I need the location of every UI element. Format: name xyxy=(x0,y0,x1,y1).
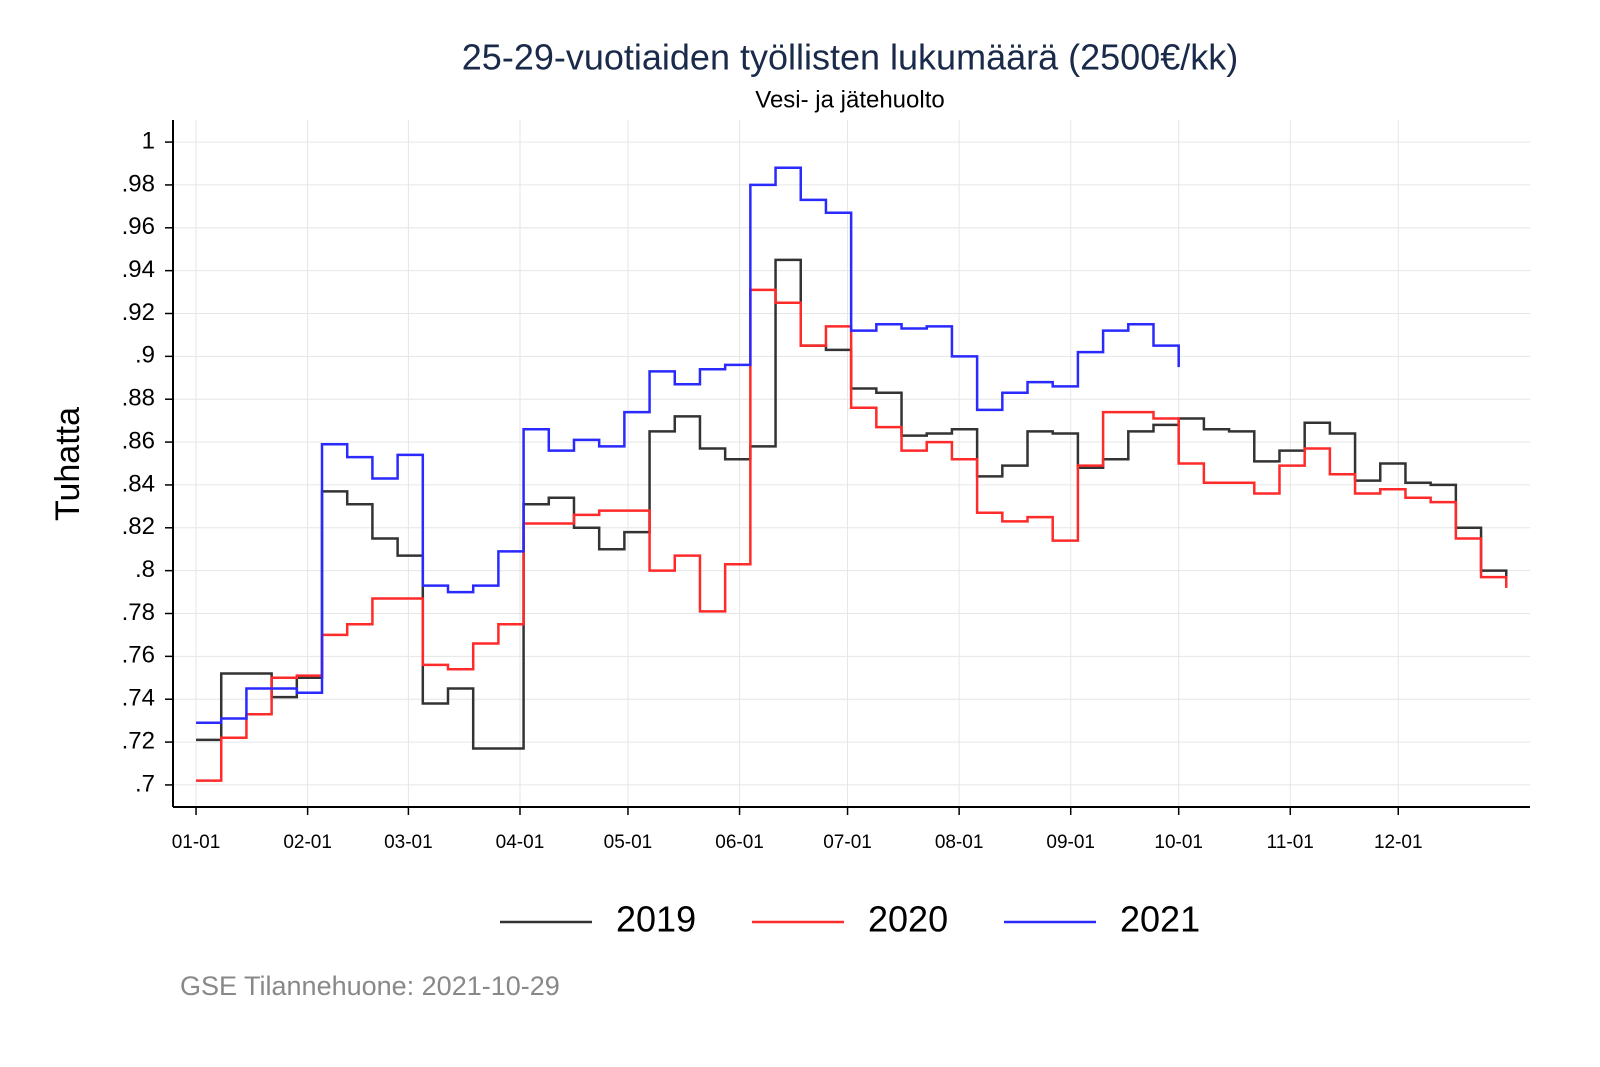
y-tick-label: .88 xyxy=(122,385,155,412)
x-tick-label: 03-01 xyxy=(384,832,433,853)
y-tick-label: .82 xyxy=(122,513,155,540)
x-tick-label: 08-01 xyxy=(935,832,984,853)
chart-subtitle: Vesi- ja jätehuolto xyxy=(755,86,944,113)
x-tick-label: 01-01 xyxy=(172,832,221,853)
series-line xyxy=(196,166,1180,725)
series-line xyxy=(196,288,1508,782)
x-tick-label: 07-01 xyxy=(823,832,872,853)
legend-label: 2019 xyxy=(616,899,696,940)
x-tick-label: 10-01 xyxy=(1154,832,1203,853)
y-axis-label: Tuhatta xyxy=(49,407,87,521)
y-tick-label: .78 xyxy=(122,599,155,626)
y-tick-label: .86 xyxy=(122,427,155,454)
y-tick-label: .74 xyxy=(122,685,155,712)
y-tick-label: .76 xyxy=(122,642,155,669)
chart-title: 25-29-vuotiaiden työllisten lukumäärä (2… xyxy=(462,37,1238,78)
y-tick-label: .98 xyxy=(122,170,155,197)
y-tick-label: .7 xyxy=(135,770,155,797)
y-tick-label: .9 xyxy=(135,342,155,369)
legend-label: 2020 xyxy=(868,899,948,940)
y-tick-label: .72 xyxy=(122,727,155,754)
x-tick-label: 05-01 xyxy=(604,832,653,853)
y-tick-label: .94 xyxy=(122,256,155,283)
y-tick-label: .84 xyxy=(122,470,155,497)
x-tick-label: 02-01 xyxy=(283,832,332,853)
y-tick-label: .92 xyxy=(122,299,155,326)
caption: GSE Tilannehuone: 2021-10-29 xyxy=(180,971,560,1001)
x-tick-label: 12-01 xyxy=(1374,832,1423,853)
y-tick-label: .96 xyxy=(122,213,155,240)
y-tick-label: .8 xyxy=(135,556,155,583)
x-tick-label: 09-01 xyxy=(1046,832,1095,853)
x-tick-label: 04-01 xyxy=(496,832,545,853)
x-tick-label: 11-01 xyxy=(1267,832,1314,853)
x-tick-label: 06-01 xyxy=(715,832,764,853)
legend-label: 2021 xyxy=(1120,899,1200,940)
y-tick-label: 1 xyxy=(142,127,155,154)
